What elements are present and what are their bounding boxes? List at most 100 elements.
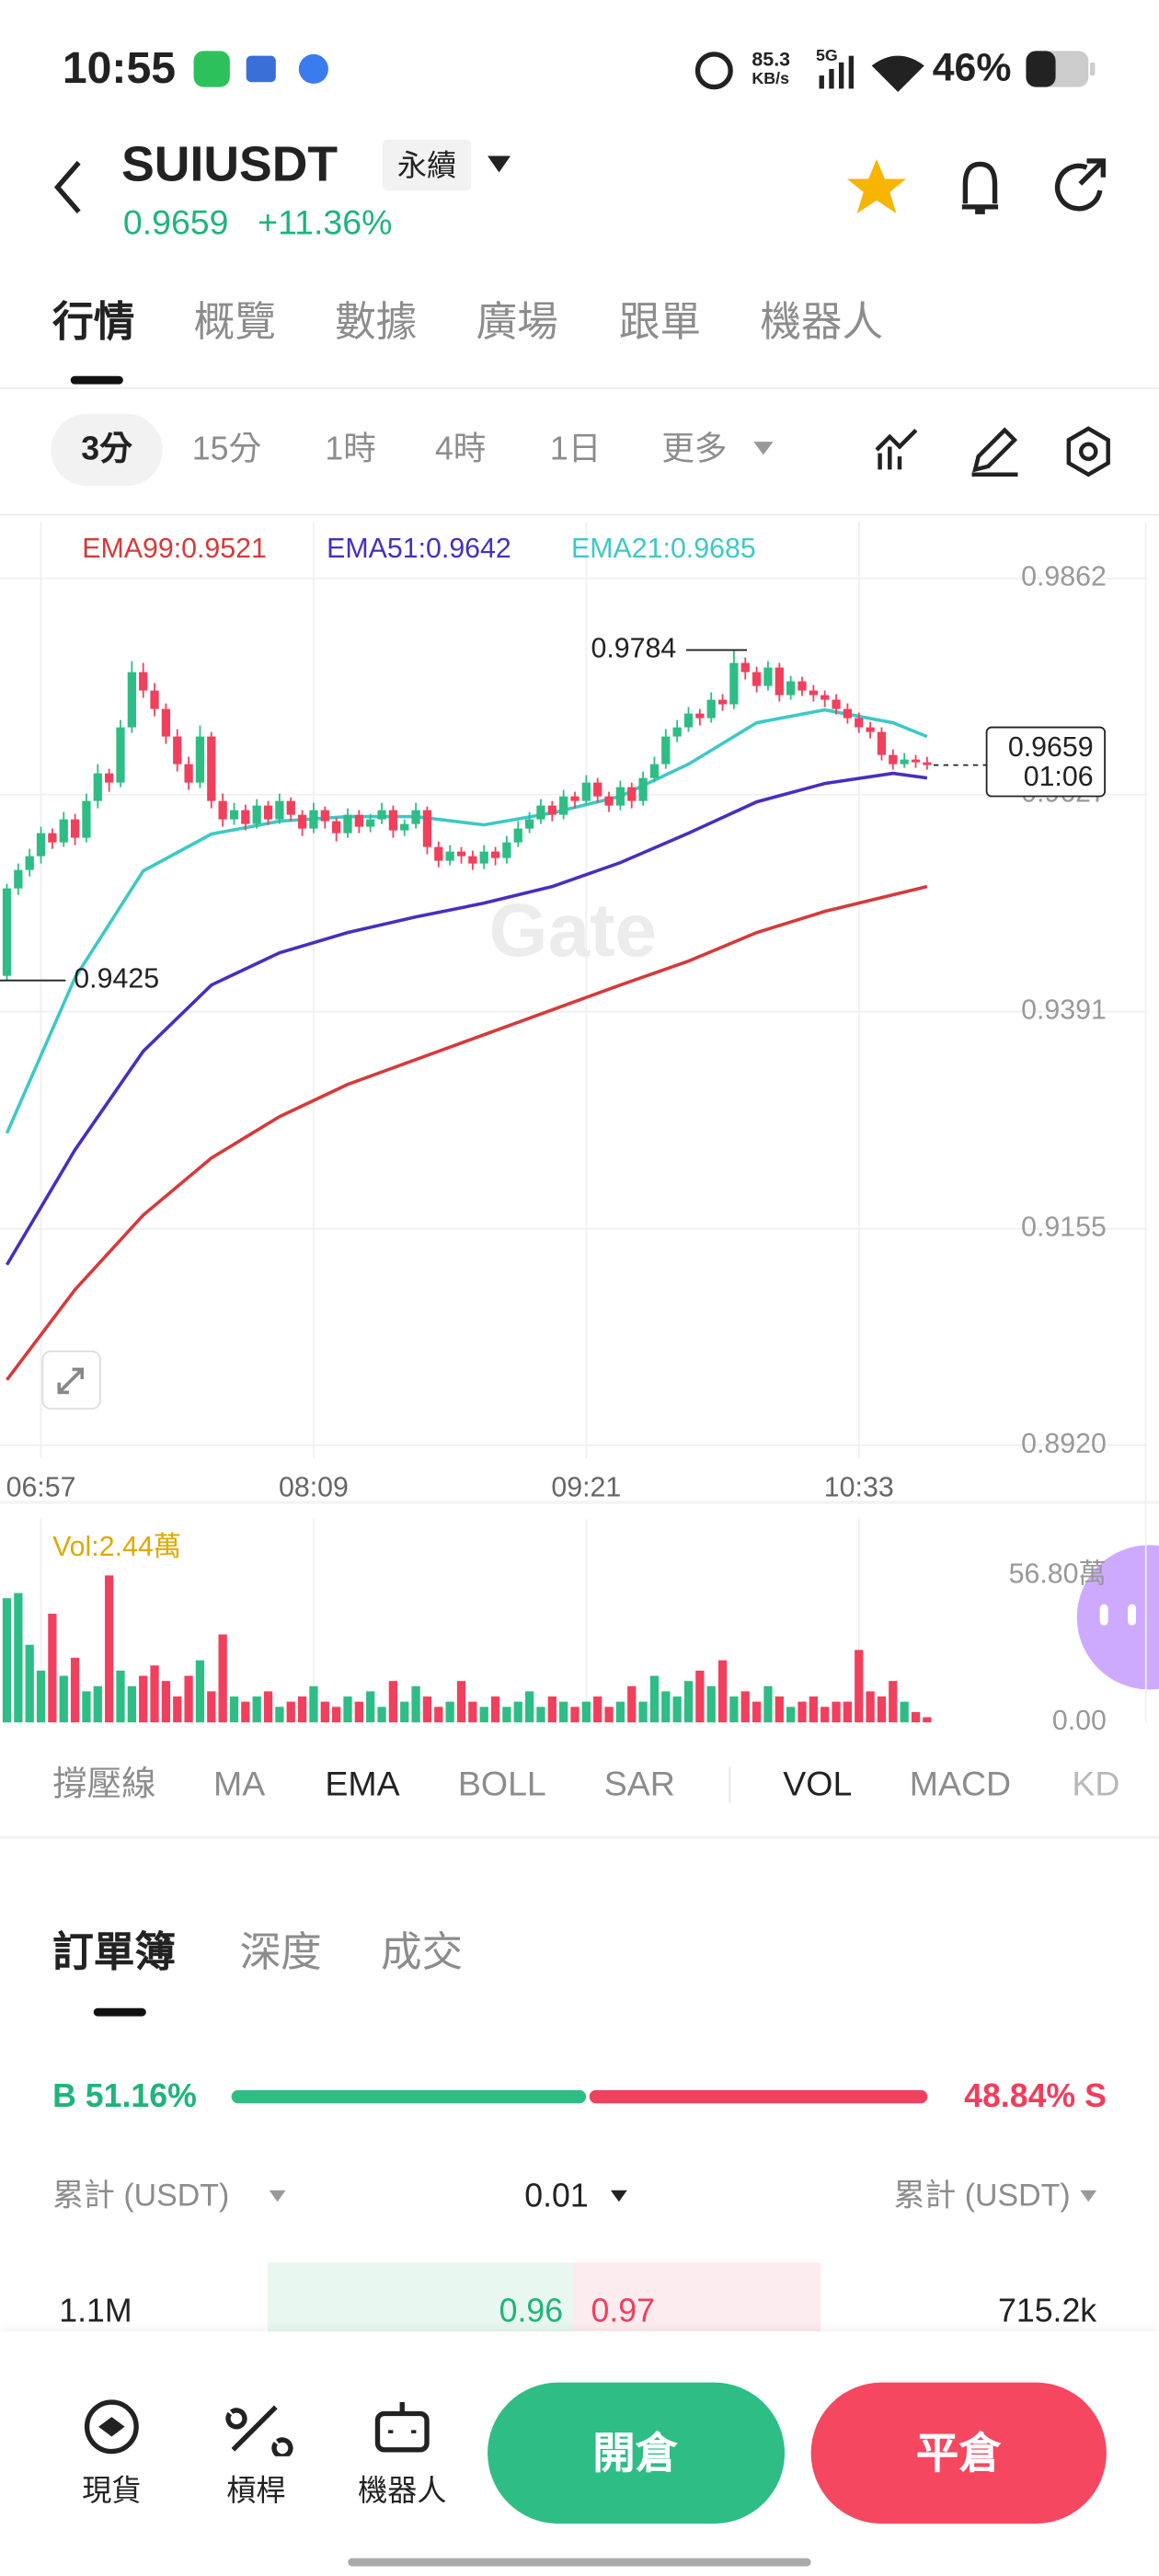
candle-body bbox=[593, 782, 602, 797]
nav-label[interactable]: 機器人 bbox=[358, 2474, 447, 2508]
battery-fill bbox=[1026, 51, 1056, 87]
column-header[interactable]: 0.01 bbox=[524, 2179, 589, 2215]
indicator-tool[interactable] bbox=[875, 429, 918, 470]
indicator[interactable]: SAR bbox=[603, 1765, 675, 1804]
tab[interactable]: 跟單 bbox=[618, 299, 702, 346]
volume-bar bbox=[309, 1685, 318, 1723]
battery-icon bbox=[1026, 51, 1096, 87]
bot-icon[interactable] bbox=[374, 2410, 430, 2453]
candle-body bbox=[229, 810, 239, 820]
dropdown-arrow[interactable] bbox=[610, 2190, 627, 2202]
contract-dropdown[interactable] bbox=[486, 155, 512, 174]
candle-body bbox=[297, 814, 307, 829]
indicator[interactable]: MACD bbox=[909, 1765, 1012, 1804]
assistant-eye bbox=[1099, 1604, 1108, 1626]
spot-icon[interactable] bbox=[84, 2399, 139, 2455]
candle-body bbox=[275, 800, 284, 820]
candle-body bbox=[25, 856, 34, 870]
more-dropdown[interactable] bbox=[752, 440, 775, 456]
interval[interactable]: 4時 bbox=[434, 431, 487, 468]
orderbook-tab[interactable]: 深度 bbox=[239, 1929, 322, 1976]
volume-bar bbox=[388, 1681, 398, 1723]
nav-label[interactable]: 現貨 bbox=[82, 2474, 142, 2508]
volume-tick-label: 56.80萬 bbox=[1009, 1558, 1107, 1589]
candle-body bbox=[866, 727, 875, 732]
interval-selected bbox=[51, 413, 163, 487]
back-button[interactable] bbox=[50, 157, 89, 216]
alert-bell[interactable] bbox=[961, 161, 999, 214]
tab[interactable]: 行情 bbox=[52, 299, 135, 346]
app-icon bbox=[193, 51, 230, 87]
candle-body bbox=[14, 869, 23, 889]
expand-icon bbox=[57, 1367, 85, 1395]
watermark: Gate bbox=[489, 889, 657, 972]
share-button[interactable] bbox=[1054, 158, 1106, 212]
interval[interactable]: 更多 bbox=[661, 431, 728, 468]
tab[interactable]: 數據 bbox=[335, 299, 418, 346]
alarm-icon bbox=[694, 52, 733, 90]
volume-bar bbox=[672, 1696, 682, 1723]
volume-bar bbox=[195, 1660, 205, 1723]
volume-bar bbox=[161, 1681, 171, 1723]
chart-tools bbox=[875, 426, 1110, 477]
volume-bar bbox=[502, 1707, 511, 1723]
candle-body bbox=[820, 695, 830, 700]
indicator[interactable]: MA bbox=[213, 1765, 266, 1804]
margin-icon[interactable] bbox=[225, 2405, 293, 2456]
volume-bar bbox=[468, 1701, 477, 1723]
close-button[interactable] bbox=[810, 2382, 1107, 2524]
contract-tag[interactable] bbox=[382, 139, 472, 191]
candle-body bbox=[411, 810, 420, 824]
candle-body bbox=[695, 713, 705, 719]
dropdown-arrow[interactable] bbox=[1080, 2190, 1097, 2202]
indicator[interactable]: KD bbox=[1072, 1765, 1120, 1804]
volume-bar bbox=[139, 1675, 148, 1723]
candle-body bbox=[502, 842, 511, 858]
candle-body bbox=[911, 759, 921, 763]
open-button[interactable] bbox=[488, 2382, 786, 2524]
assistant-bubble[interactable] bbox=[1076, 1545, 1159, 1690]
ema-line bbox=[5, 707, 928, 1134]
indicator[interactable]: 撐壓線 bbox=[52, 1765, 156, 1804]
interval[interactable]: 1時 bbox=[325, 431, 376, 468]
indicator[interactable]: VOL bbox=[783, 1765, 853, 1804]
interval[interactable]: 1日 bbox=[549, 431, 602, 468]
divider bbox=[0, 1835, 1159, 1839]
volume-bar bbox=[150, 1665, 159, 1723]
orderbook-tab[interactable]: 成交 bbox=[381, 1929, 464, 1976]
favorite-star[interactable] bbox=[846, 159, 907, 214]
interval[interactable]: 15分 bbox=[191, 431, 262, 468]
bot-icon-detail bbox=[388, 2402, 417, 2433]
indicator[interactable]: EMA bbox=[325, 1765, 400, 1804]
nav-label[interactable]: 槓桿 bbox=[226, 2474, 286, 2508]
legend-entry: EMA99:0.9521 bbox=[82, 534, 267, 564]
candle-body bbox=[139, 672, 148, 691]
candle-body bbox=[752, 672, 762, 686]
status-app-icons bbox=[193, 51, 328, 87]
spot-icon-inner bbox=[98, 2417, 125, 2437]
volume-bar bbox=[2, 1598, 12, 1723]
volume-bar bbox=[241, 1701, 250, 1723]
divider bbox=[0, 513, 1159, 516]
volume-bar bbox=[82, 1691, 91, 1723]
candle-body bbox=[263, 805, 273, 820]
assistant-eye bbox=[1128, 1604, 1137, 1626]
alarm-shape bbox=[694, 52, 733, 90]
volume-bar bbox=[809, 1696, 818, 1723]
volume-bar bbox=[717, 1660, 728, 1723]
tab[interactable]: 廣場 bbox=[476, 299, 558, 346]
candle-body bbox=[832, 699, 841, 709]
volume-bar bbox=[184, 1675, 193, 1723]
draw-tool[interactable] bbox=[971, 427, 1018, 477]
signal-bar bbox=[838, 62, 844, 89]
interval[interactable]: 3分 bbox=[81, 431, 132, 468]
orderbook-tab[interactable]: 訂單簿 bbox=[52, 1929, 176, 1976]
volume-bar bbox=[798, 1701, 807, 1723]
tab[interactable]: 概覽 bbox=[193, 299, 276, 346]
dropdown-arrow[interactable] bbox=[269, 2190, 286, 2202]
settings-tool[interactable] bbox=[1066, 426, 1110, 477]
indicator[interactable]: BOLL bbox=[457, 1765, 546, 1804]
ema-line bbox=[5, 771, 928, 1266]
tab[interactable]: 機器人 bbox=[760, 299, 884, 346]
